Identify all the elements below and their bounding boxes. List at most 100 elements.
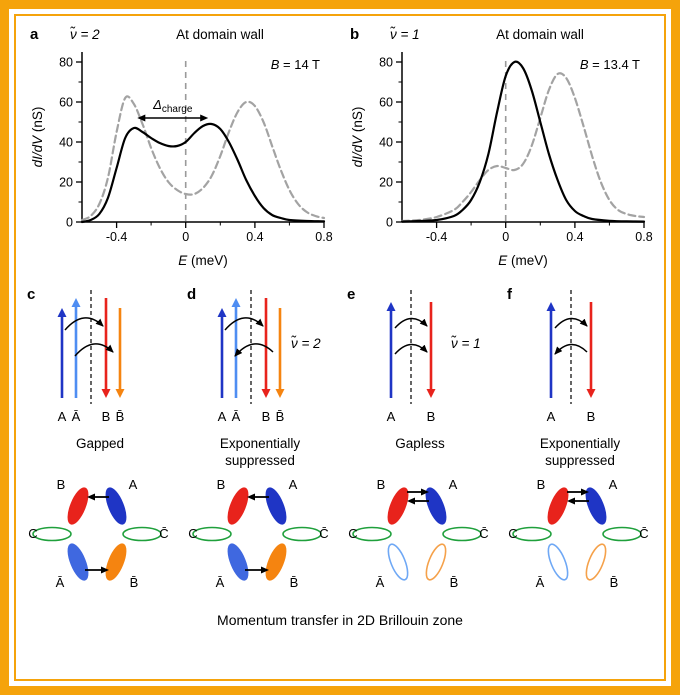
pocket-label: Ā bbox=[56, 575, 65, 590]
bz-cell-f: B A C C̄ Ā B̄ bbox=[500, 476, 660, 604]
chart-panel-a: a ν̃ = 2 At domain wall 0 20 40 60 80 -0.4 0 0.4 0.… bbox=[30, 26, 333, 268]
pocket-label: B bbox=[57, 477, 66, 492]
valley-pocket bbox=[442, 526, 482, 542]
x-axis-title: E (meV) bbox=[178, 253, 228, 268]
valley-pocket bbox=[352, 526, 392, 542]
state-label: B bbox=[102, 409, 111, 424]
spin-up-arrow-head bbox=[57, 308, 67, 317]
valley-pocket bbox=[602, 526, 642, 542]
pocket-label: Ā bbox=[376, 575, 385, 590]
pocket-label: B bbox=[377, 477, 386, 492]
panel-title: At domain wall bbox=[496, 27, 584, 42]
valley-pocket bbox=[425, 487, 447, 525]
dashed-curve bbox=[400, 72, 646, 223]
transition-diagram-f: f A B bbox=[507, 286, 596, 424]
state-label: B̄ bbox=[276, 409, 285, 424]
figure-frame-gap: a ν̃ = 2 At domain wall 0 20 40 60 80 -0.4 0 0.4 0.… bbox=[9, 9, 671, 686]
y-axis-title: dI/dV (nS) bbox=[30, 107, 45, 168]
pocket-label: C̄ bbox=[159, 526, 168, 541]
diagram-caption-e: Gapless bbox=[395, 436, 445, 451]
valley-pocket bbox=[387, 487, 409, 525]
magnetic-field-label: B = 14 T bbox=[271, 57, 320, 72]
filling-factor-label: ν̃ = 1 bbox=[451, 336, 481, 351]
valley-pocket bbox=[105, 543, 127, 581]
valley-pocket bbox=[265, 543, 287, 581]
x-tick-label: 0.4 bbox=[566, 230, 583, 244]
filling-factor-label: ν̃ = 2 bbox=[291, 336, 321, 351]
valley-pocket bbox=[547, 487, 569, 525]
valley-pocket bbox=[227, 543, 249, 581]
solid-curve bbox=[80, 122, 326, 224]
x-tick-label: 0.8 bbox=[315, 230, 332, 244]
delta-charge-label: Δcharge bbox=[152, 97, 193, 115]
state-label: Ā bbox=[72, 409, 81, 424]
pocket-label: A bbox=[449, 477, 458, 492]
valley-pocket bbox=[67, 487, 89, 525]
valley-pocket bbox=[585, 487, 607, 525]
valley-pocket bbox=[425, 543, 447, 581]
scattering-arc-arrow bbox=[554, 317, 588, 329]
valley-pocket bbox=[67, 543, 89, 581]
brillouin-zone-diagram-f: B A C C̄ Ā B̄ bbox=[508, 477, 648, 590]
figure-caption: Momentum transfer in 2D Brillouin zone bbox=[217, 611, 463, 628]
valley-pocket bbox=[105, 487, 127, 525]
x-tick-label: 0.8 bbox=[635, 230, 652, 244]
brillouin-zone-diagram-d: B A C C̄ Ā B̄ bbox=[188, 477, 328, 590]
spin-up-arrow-head bbox=[231, 298, 241, 307]
spin-down-arrow-head bbox=[261, 389, 271, 398]
filling-factor-label: ν̃ = 2 bbox=[70, 27, 100, 42]
momentum-arrow-head bbox=[101, 566, 109, 574]
filling-factor-label: ν̃ = 1 bbox=[390, 27, 420, 42]
x-tick-label: 0 bbox=[502, 230, 509, 244]
diagram-caption-c: Gapped bbox=[75, 436, 125, 451]
y-tick-label: 40 bbox=[379, 136, 393, 150]
momentum-arrow-head bbox=[261, 566, 269, 574]
state-label: B̄ bbox=[116, 409, 125, 424]
x-tick-label: 0 bbox=[182, 230, 189, 244]
pocket-label: B bbox=[537, 477, 546, 492]
x-tick-label: -0.4 bbox=[106, 230, 128, 244]
spin-up-arrow-head bbox=[217, 308, 227, 317]
pocket-label: B̄ bbox=[610, 575, 619, 590]
pocket-label: Ā bbox=[216, 575, 225, 590]
transition-diagram-d: d A Ā B B̄ ν̃ = 2 bbox=[187, 286, 321, 424]
panel-letter: d bbox=[187, 286, 196, 303]
diagram-caption-d: Exponentially suppressed bbox=[219, 436, 301, 468]
state-label: Ā bbox=[232, 409, 241, 424]
valley-pocket bbox=[122, 526, 162, 542]
scattering-arc-arrow bbox=[394, 343, 428, 355]
delta-arrow-head-right bbox=[200, 114, 209, 122]
pocket-label: C bbox=[28, 526, 37, 541]
pocket-label: B̄ bbox=[290, 575, 299, 590]
pocket-label: B bbox=[217, 477, 226, 492]
scattering-arc-arrow bbox=[234, 343, 274, 357]
scattering-arc-arrow bbox=[224, 317, 264, 331]
spin-up-arrow-head bbox=[386, 302, 396, 311]
brillouin-zone-diagram-c: B A C C̄ Ā B̄ bbox=[28, 477, 168, 590]
pocket-label: C̄ bbox=[639, 526, 648, 541]
valley-pocket bbox=[227, 487, 249, 525]
bz-cell-d: B A C C̄ Ā B̄ bbox=[180, 476, 340, 604]
panel-letter: e bbox=[347, 286, 355, 303]
bz-cell-e: B A C C̄ Ā B̄ bbox=[340, 476, 500, 604]
momentum-arrow-head bbox=[87, 493, 95, 501]
y-tick-label: 80 bbox=[379, 56, 393, 70]
valley-pocket bbox=[547, 543, 569, 581]
scattering-arc-arrow bbox=[394, 317, 428, 329]
state-label: B bbox=[262, 409, 271, 424]
pocket-label: B̄ bbox=[450, 575, 459, 590]
pocket-label: C̄ bbox=[479, 526, 488, 541]
spin-down-arrow-head bbox=[426, 389, 436, 398]
level-diagrams-row: c A Ā B B̄ Gapped d A Ā B B̄ ν̃ = 2 Exponentially… bbox=[20, 284, 660, 470]
brillouin-zone-row: B A C C̄ Ā B̄ B A C C̄ Ā B̄ B A C C̄ Ā B̄ B A C C̄ Ā B̄ bbox=[20, 476, 660, 604]
pocket-label: A bbox=[609, 477, 618, 492]
momentum-arrow-head bbox=[247, 493, 255, 501]
y-tick-label: 0 bbox=[66, 216, 73, 230]
transition-diagram-c: c A Ā B B̄ bbox=[27, 286, 125, 424]
y-tick-label: 20 bbox=[379, 176, 393, 190]
momentum-arrow-head bbox=[581, 488, 589, 496]
scattering-arc-arrow bbox=[74, 343, 114, 357]
state-label: A bbox=[387, 409, 396, 424]
valley-pocket bbox=[32, 526, 72, 542]
